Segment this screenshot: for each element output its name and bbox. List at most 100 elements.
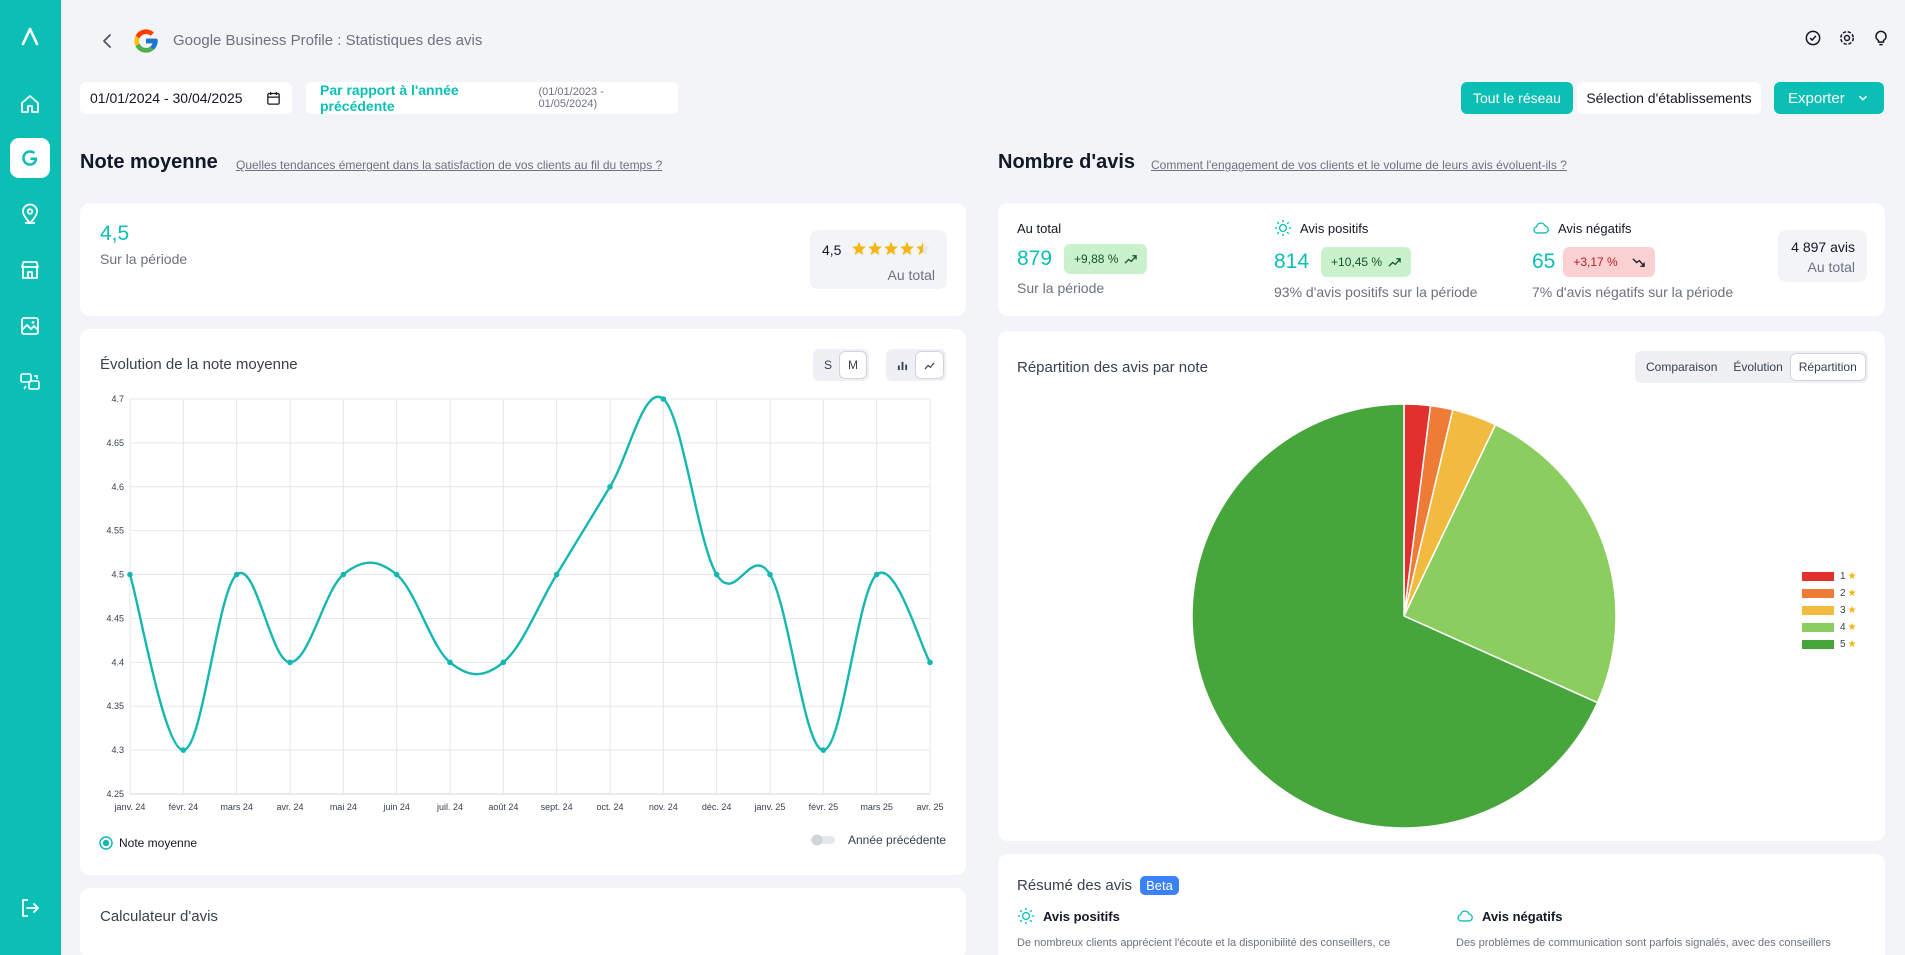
star-icon — [900, 241, 914, 255]
cloud-icon — [1533, 222, 1549, 234]
negative-sub: 7% d'avis négatifs sur la période — [1532, 284, 1734, 300]
all-network-button[interactable]: Tout le réseau — [1461, 82, 1573, 114]
negative-value: 65 — [1532, 250, 1556, 273]
chart-type-toggle — [886, 349, 946, 381]
distribution-card: Répartition des avis par note Comparaiso… — [998, 331, 1885, 841]
gallery-icon[interactable] — [10, 306, 50, 346]
badge-check-icon[interactable] — [1803, 28, 1823, 48]
series-line-note-moyenne — [128, 395, 932, 752]
tab-comparison[interactable]: Comparaison — [1646, 360, 1718, 374]
data-point[interactable] — [820, 747, 827, 753]
translate-icon[interactable] — [10, 362, 50, 402]
reviews-total-sub: Sur la période — [1017, 280, 1105, 296]
tab-evolution[interactable]: Évolution — [1733, 360, 1783, 374]
tab-distribution[interactable]: Répartition — [1790, 354, 1865, 380]
rating-total-box: 4,5 Au total — [810, 230, 947, 289]
data-point[interactable] — [767, 571, 773, 578]
store-icon[interactable] — [10, 250, 50, 290]
x-tick-label: mars 24 — [220, 802, 253, 812]
back-arrow-icon[interactable] — [97, 30, 117, 52]
pie-slice-5[interactable] — [1191, 403, 1599, 829]
x-tick-label: août 24 — [488, 802, 518, 812]
star-icon — [916, 241, 923, 255]
granularity-week[interactable]: S — [824, 358, 833, 372]
bar-chart-icon[interactable] — [889, 352, 916, 378]
reviews-section-title: Nombre d'avis — [998, 151, 1136, 173]
establishment-selection-button[interactable]: Sélection d'établissements — [1577, 82, 1761, 114]
data-point[interactable] — [607, 483, 613, 490]
export-button[interactable]: Exporter — [1774, 82, 1884, 114]
comparison-label: Par rapport à l'année précédente — [320, 82, 459, 114]
data-point[interactable] — [393, 571, 400, 578]
logout-icon[interactable] — [10, 888, 50, 928]
location-icon[interactable] — [10, 194, 50, 234]
y-tick-label: 4.55 — [106, 526, 124, 536]
app-logo-icon[interactable] — [10, 16, 50, 56]
pie-legend-item[interactable]: 2 ★ — [1802, 585, 1857, 602]
evolution-title: Évolution de la note moyenne — [100, 356, 298, 373]
reviews-count-card: Au total 879 +9,88 % Sur la période Avis… — [998, 203, 1885, 316]
data-point[interactable] — [233, 571, 240, 578]
legend-rating-label: Note moyenne — [119, 836, 198, 850]
data-point[interactable] — [340, 571, 347, 578]
comparison-selector[interactable]: Par rapport à l'année précédente (01/01/… — [306, 82, 678, 114]
pie-slice-4[interactable] — [1402, 423, 1617, 704]
star-icon — [868, 241, 882, 255]
data-point[interactable] — [927, 659, 933, 666]
gear-icon[interactable] — [1837, 28, 1857, 48]
home-icon[interactable] — [10, 84, 50, 124]
date-range-picker[interactable]: 01/01/2024 - 30/04/2025 — [80, 82, 292, 114]
summary-negative-text: Des problèmes de communication sont parf… — [1456, 937, 1831, 949]
legend-label: 3 — [1840, 605, 1846, 616]
previous-year-toggle[interactable]: Année précédente — [810, 833, 946, 847]
line-chart-icon[interactable] — [916, 352, 943, 378]
data-point[interactable] — [660, 396, 667, 402]
data-point[interactable] — [180, 747, 187, 753]
rating-line-chart: 4.7 4.65 4.6 4.55 4.5 4.45 4.4 4.35 4.3 4.25 janv.… — [106, 394, 943, 812]
y-tick-label: 4.45 — [106, 613, 124, 623]
pie-legend-item[interactable]: 4 ★ — [1802, 619, 1857, 636]
google-nav-icon[interactable] — [10, 138, 50, 178]
x-tick-label: déc. 24 — [702, 802, 732, 812]
legend-swatch — [1802, 606, 1834, 615]
pie-legend-item[interactable]: 5 ★ — [1802, 636, 1857, 653]
rating-trends-link[interactable]: Quelles tendances émergent dans la satis… — [236, 158, 663, 172]
x-tick-label: janv. 24 — [114, 802, 146, 812]
data-point[interactable] — [447, 659, 453, 666]
y-tick-label: 4.3 — [111, 745, 124, 755]
review-calculator-card: Calculateur d'avis — [80, 888, 966, 955]
granularity-toggle: S M — [813, 349, 870, 381]
lightbulb-icon[interactable] — [1871, 28, 1891, 48]
rating-stars-icon — [852, 241, 930, 255]
legend-swatch — [1802, 589, 1834, 598]
x-tick-label: oct. 24 — [596, 802, 623, 812]
data-point[interactable] — [287, 659, 293, 666]
negative-badge-text: +3,17 % — [1573, 255, 1618, 269]
pie-legend-item[interactable]: 1 ★ — [1802, 568, 1857, 585]
sun-icon — [1274, 219, 1292, 237]
legend-label: 5 — [1840, 639, 1846, 650]
x-tick-label: févr. 25 — [809, 802, 839, 812]
rating-total-value: 4,5 — [822, 242, 842, 258]
reviews-total-label: Au total — [1017, 221, 1062, 236]
granularity-month[interactable]: M — [840, 352, 867, 378]
google-logo-icon — [134, 29, 158, 53]
positive-sub: 93% d'avis positifs sur la période — [1274, 284, 1478, 300]
data-point[interactable] — [553, 571, 560, 578]
legend-label: 2 — [1840, 588, 1846, 599]
star-icon: ★ — [1847, 571, 1857, 582]
legend-rating[interactable]: Note moyenne — [99, 836, 197, 850]
x-tick-label: mai 24 — [330, 802, 357, 812]
star-icon: ★ — [1847, 605, 1857, 616]
data-point[interactable] — [127, 571, 133, 578]
positive-badge: +10,45 % — [1321, 247, 1412, 277]
data-point[interactable] — [713, 571, 720, 578]
reviews-engagement-link[interactable]: Comment l'engagement de vos clients et l… — [1151, 158, 1567, 172]
negative-badge: +3,17 % — [1563, 247, 1655, 277]
x-tick-label: sept. 24 — [541, 802, 573, 812]
pie-legend-item[interactable]: 3 ★ — [1802, 602, 1857, 619]
data-point[interactable] — [873, 571, 880, 578]
positive-header: Avis positifs — [1274, 219, 1368, 237]
summary-positive-title: Avis positifs — [1043, 908, 1120, 924]
data-point[interactable] — [500, 659, 507, 666]
